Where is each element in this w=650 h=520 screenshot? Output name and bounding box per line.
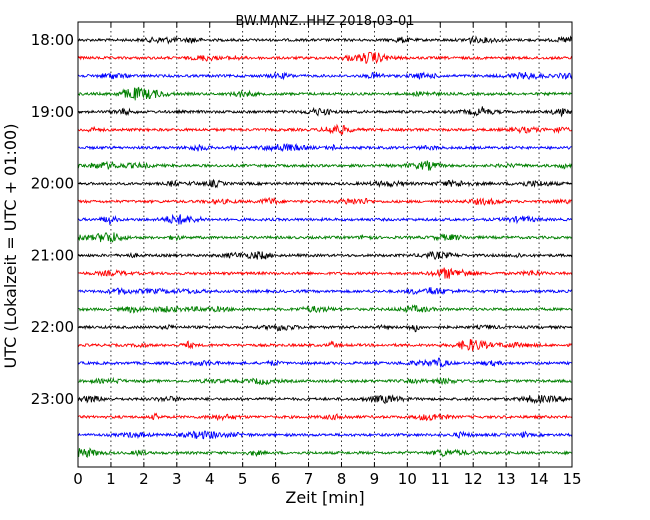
trace-line <box>77 357 573 368</box>
y-axis-ticks: 18:00 19:00 20:00 21:00 22:00 23:00 <box>31 31 572 408</box>
trace-line <box>78 412 573 422</box>
x-tick-label: 12 <box>464 470 483 488</box>
trace-line <box>77 232 573 243</box>
trace-line <box>77 106 573 118</box>
y-tick-label: 20:00 <box>31 175 74 193</box>
trace-line <box>77 123 573 136</box>
trace-line <box>77 338 573 352</box>
trace-line <box>77 304 573 314</box>
y-tick-label: 18:00 <box>31 31 74 49</box>
y-tick-label: 22:00 <box>31 318 74 336</box>
x-tick-label: 11 <box>431 470 450 488</box>
x-tick-label: 1 <box>106 470 116 488</box>
trace-line <box>77 267 573 279</box>
trace-line <box>77 196 573 206</box>
trace-line <box>77 86 573 101</box>
y-tick-label: 23:00 <box>31 390 74 408</box>
trace-line <box>77 35 573 45</box>
x-tick-label: 10 <box>398 470 417 488</box>
x-tick-label: 14 <box>530 470 549 488</box>
trace-line <box>77 51 573 65</box>
y-axis-label: UTC (Lokalzeit = UTC + 01:00) <box>1 124 20 369</box>
trace-line <box>77 71 573 81</box>
trace-line <box>77 394 573 405</box>
x-axis-ticks: 0 1 2 3 4 5 6 7 8 9 10 11 12 13 14 15 <box>73 22 582 488</box>
x-tick-label: 3 <box>172 470 182 488</box>
x-axis-label: Zeit [min] <box>285 488 364 507</box>
plot-frame <box>77 21 573 468</box>
trace-line <box>77 213 573 226</box>
trace-line <box>77 447 573 459</box>
x-tick-label: 2 <box>139 470 149 488</box>
y-tick-label: 19:00 <box>31 103 74 121</box>
x-tick-label: 5 <box>238 470 248 488</box>
trace-line <box>77 323 573 333</box>
trace-line <box>77 178 573 189</box>
y-tick-label: 21:00 <box>31 246 74 264</box>
trace-line <box>77 376 573 386</box>
x-tick-label: 7 <box>304 470 314 488</box>
trace-line <box>77 160 573 171</box>
x-tick-label: 4 <box>205 470 215 488</box>
trace-line <box>77 430 573 440</box>
trace-line <box>77 287 573 296</box>
trace-line <box>77 142 573 153</box>
trace-line <box>77 250 573 261</box>
x-tick-label: 8 <box>337 470 347 488</box>
x-tick-label: 6 <box>271 470 281 488</box>
x-tick-label: 15 <box>562 470 581 488</box>
x-tick-label: 9 <box>370 470 380 488</box>
x-tick-label: 13 <box>497 470 516 488</box>
seismic-traces <box>77 35 573 459</box>
x-tick-label: 0 <box>73 470 83 488</box>
